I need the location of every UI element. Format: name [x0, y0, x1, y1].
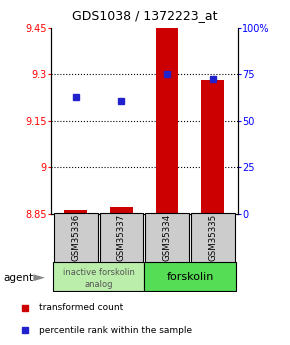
FancyBboxPatch shape [145, 213, 189, 262]
Text: forskolin: forskolin [166, 272, 213, 282]
Polygon shape [33, 274, 45, 281]
Bar [201, 80, 224, 214]
Text: GSM35335: GSM35335 [208, 214, 217, 261]
Text: analog: analog [84, 279, 113, 288]
Bar [64, 210, 87, 214]
Bar [156, 28, 178, 214]
Bar [110, 207, 133, 214]
Text: GSM35336: GSM35336 [71, 214, 80, 261]
Text: inactive forskolin: inactive forskolin [63, 267, 135, 276]
Text: agent: agent [3, 273, 33, 283]
FancyBboxPatch shape [54, 213, 98, 262]
Text: percentile rank within the sample: percentile rank within the sample [39, 326, 192, 335]
Text: GDS1038 / 1372223_at: GDS1038 / 1372223_at [72, 9, 218, 22]
Text: GSM35334: GSM35334 [163, 214, 172, 261]
Text: GSM35337: GSM35337 [117, 214, 126, 261]
Text: transformed count: transformed count [39, 303, 124, 313]
FancyBboxPatch shape [99, 213, 143, 262]
FancyBboxPatch shape [144, 263, 235, 290]
FancyBboxPatch shape [53, 263, 144, 290]
FancyBboxPatch shape [191, 213, 235, 262]
